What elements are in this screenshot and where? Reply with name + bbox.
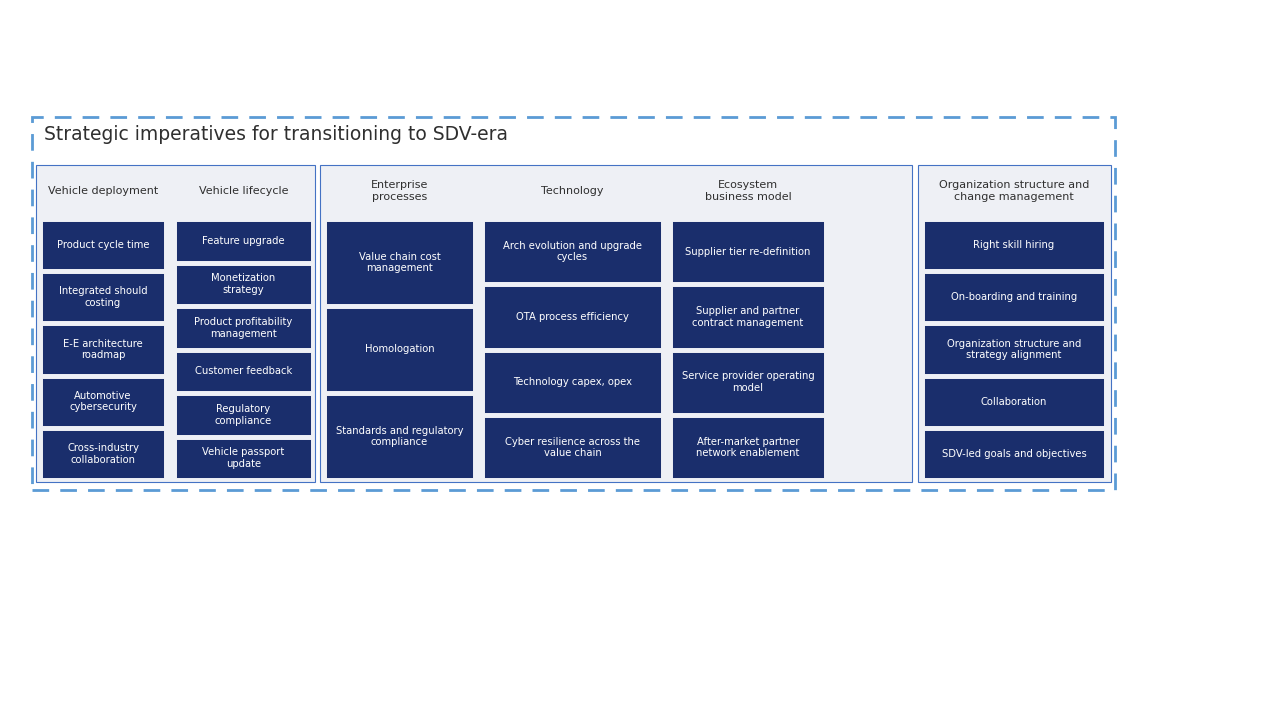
Bar (672, 417, 824, 478)
Text: Vehicle deployment: Vehicle deployment (47, 186, 159, 196)
Text: Technology: Technology (541, 186, 604, 196)
Bar (924, 273, 1103, 321)
Bar (924, 325, 1103, 374)
Text: Enterprise
processes: Enterprise processes (371, 180, 429, 202)
Bar (177, 438, 311, 478)
Text: Supplier and partner
contract management: Supplier and partner contract management (692, 306, 804, 328)
Text: Product cycle time: Product cycle time (56, 240, 150, 250)
Text: Customer feedback: Customer feedback (195, 366, 292, 377)
Bar (326, 221, 474, 304)
Bar (320, 165, 911, 482)
Text: Automotive
cybersecurity: Automotive cybersecurity (69, 391, 137, 413)
Bar (924, 430, 1103, 478)
Bar (918, 165, 1111, 482)
Text: Value chain cost
management: Value chain cost management (358, 252, 440, 274)
Bar (924, 377, 1103, 426)
Text: Ecosystem
business model: Ecosystem business model (704, 180, 791, 202)
Text: E-E architecture
roadmap: E-E architecture roadmap (63, 338, 143, 360)
Text: SDV-led goals and objectives: SDV-led goals and objectives (942, 449, 1087, 459)
Text: Strategic imperatives for transitioning to SDV-era: Strategic imperatives for transitioning … (44, 125, 508, 144)
Text: Collaboration: Collaboration (980, 397, 1047, 407)
Bar (42, 430, 164, 478)
Text: OTA process efficiency: OTA process efficiency (516, 312, 628, 322)
Bar (484, 351, 660, 413)
Text: Supplier tier re-definition: Supplier tier re-definition (685, 247, 810, 256)
Text: Arch evolution and upgrade
cycles: Arch evolution and upgrade cycles (503, 240, 643, 262)
Bar (484, 287, 660, 348)
Bar (484, 417, 660, 478)
Bar (177, 395, 311, 434)
Bar (36, 165, 315, 482)
Bar (42, 221, 164, 269)
Bar (924, 221, 1103, 269)
Bar (42, 377, 164, 426)
Bar (42, 273, 164, 321)
Text: Standards and regulatory
compliance: Standards and regulatory compliance (335, 426, 463, 447)
Text: Service provider operating
model: Service provider operating model (682, 372, 814, 393)
Bar (672, 221, 824, 282)
Text: Monetization
strategy: Monetization strategy (211, 274, 275, 295)
Bar (672, 351, 824, 413)
Text: On-boarding and training: On-boarding and training (951, 292, 1078, 302)
Bar (177, 264, 311, 304)
Text: Regulatory
compliance: Regulatory compliance (215, 404, 273, 426)
Text: Integrated should
costing: Integrated should costing (59, 287, 147, 308)
Bar (177, 351, 311, 391)
Text: Organization structure and
strategy alignment: Organization structure and strategy alig… (947, 338, 1082, 360)
Text: Right skill hiring: Right skill hiring (973, 240, 1055, 250)
Text: Vehicle lifecycle: Vehicle lifecycle (198, 186, 288, 196)
Text: Organization structure and
change management: Organization structure and change manage… (938, 180, 1089, 202)
Text: Homologation: Homologation (365, 344, 434, 354)
Text: Technology capex, opex: Technology capex, opex (513, 377, 632, 387)
Text: Vehicle passport
update: Vehicle passport update (202, 447, 284, 469)
Bar (42, 325, 164, 374)
Bar (32, 117, 1115, 490)
Text: After-market partner
network enablement: After-market partner network enablement (696, 436, 800, 458)
Text: Product profitability
management: Product profitability management (195, 317, 293, 338)
Bar (177, 308, 311, 348)
Bar (177, 221, 311, 261)
Bar (326, 308, 474, 391)
Text: Cross-industry
collaboration: Cross-industry collaboration (67, 443, 140, 464)
Bar (326, 395, 474, 478)
Text: Feature upgrade: Feature upgrade (202, 235, 285, 246)
Bar (484, 221, 660, 282)
Bar (672, 287, 824, 348)
Text: Cyber resilience across the
value chain: Cyber resilience across the value chain (506, 436, 640, 458)
